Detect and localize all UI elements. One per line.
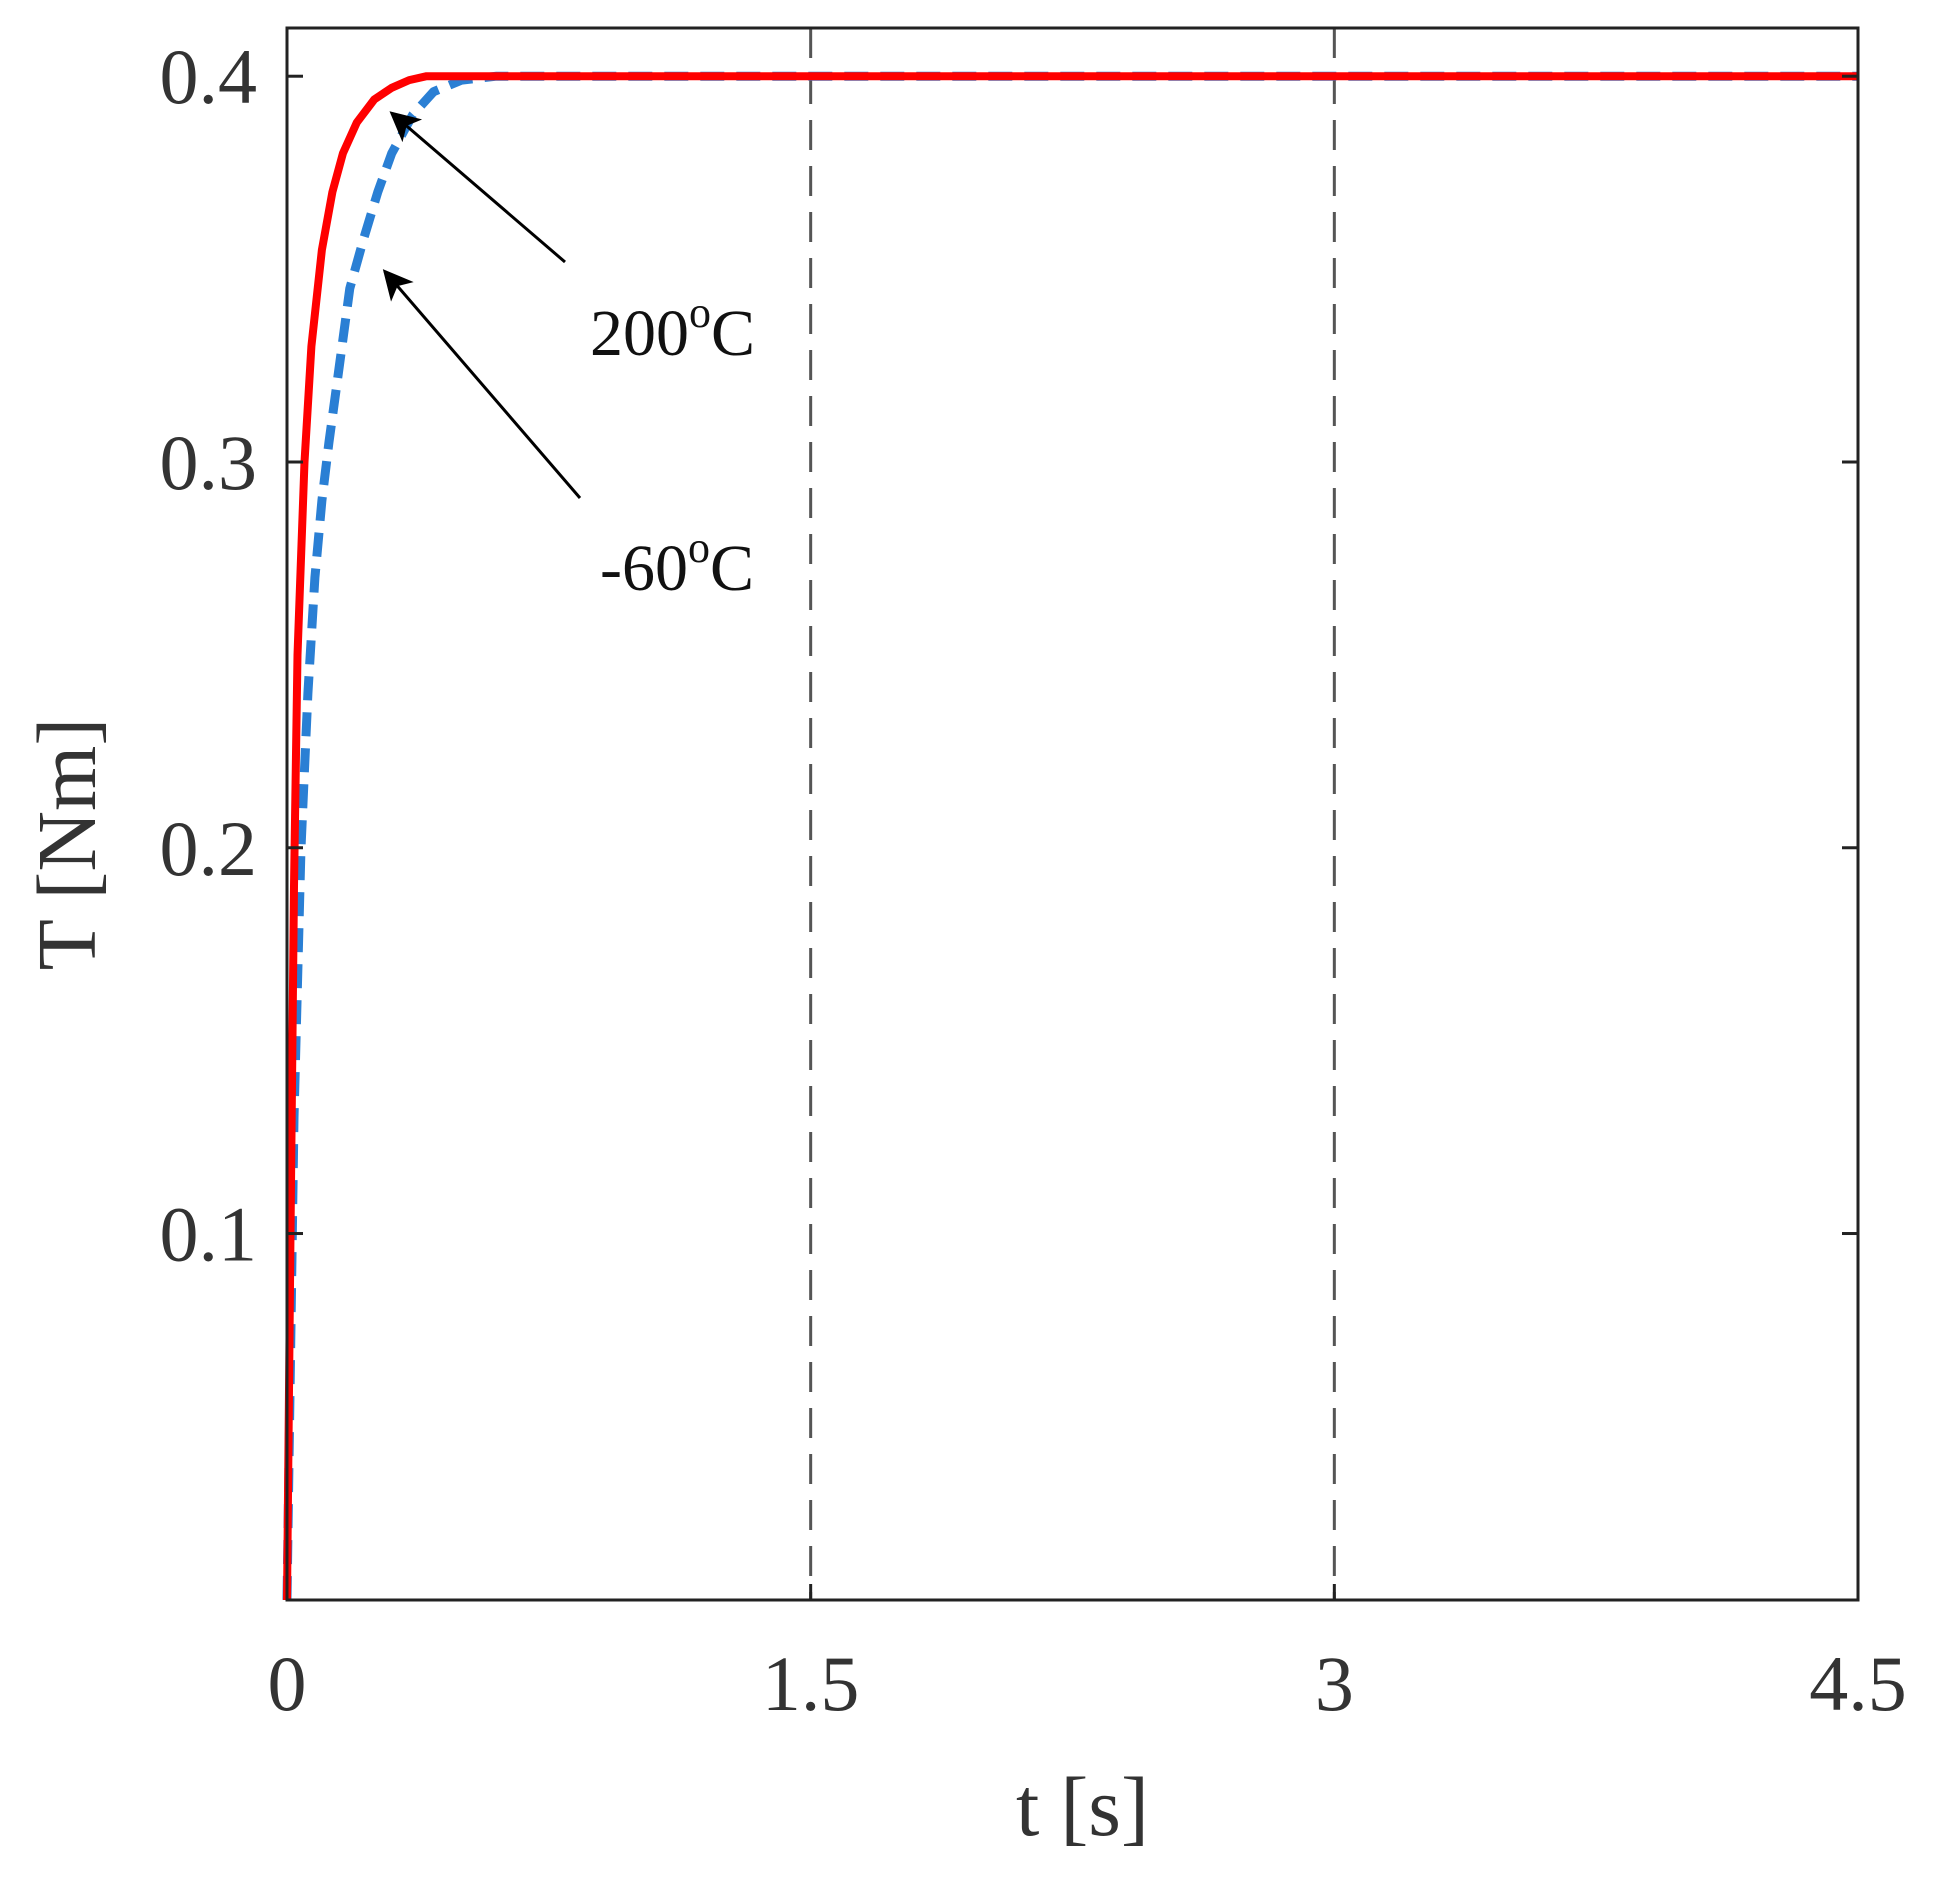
x-tick-label-2: 3 (1315, 1640, 1354, 1727)
series-layer (282, 71, 1858, 1601)
annotation-label-1: -60oC (600, 523, 754, 605)
annotation-label-0: 200oC (590, 288, 755, 370)
x-tick-label-3: 4.5 (1809, 1640, 1907, 1727)
x-axis-label: t [s] (1016, 1761, 1149, 1854)
annotation-degree: o (689, 288, 711, 337)
y-tick-label-0: 0.1 (160, 1191, 258, 1278)
annotation-value: -60 (600, 532, 688, 605)
annotation-unit: C (711, 297, 755, 370)
series-line-1 (283, 72, 1858, 1601)
y-tick-label-3: 0.4 (160, 33, 258, 120)
annotation-arrow-0 (389, 111, 566, 264)
x-tick-label-0: 0 (268, 1640, 307, 1727)
annotation-degree: o (688, 523, 710, 572)
reference-lines (809, 28, 1336, 1600)
annotations: 200oC-60oC (382, 111, 755, 605)
annotation-arrow-1 (382, 269, 582, 499)
plot-area (287, 28, 1858, 1600)
x-tick-label-1: 1.5 (762, 1640, 860, 1727)
y-tick-label-1: 0.2 (160, 805, 258, 892)
annotation-unit: C (710, 532, 754, 605)
ticks: 0.1 0.2 0.3 0.4 0 1.5 3 4.5 (160, 33, 1907, 1727)
y-axis-label: T [Nm] (21, 718, 114, 971)
y-tick-label-2: 0.3 (160, 419, 258, 506)
annotation-value: 200 (590, 297, 689, 370)
plot-frame (285, 26, 1860, 1602)
